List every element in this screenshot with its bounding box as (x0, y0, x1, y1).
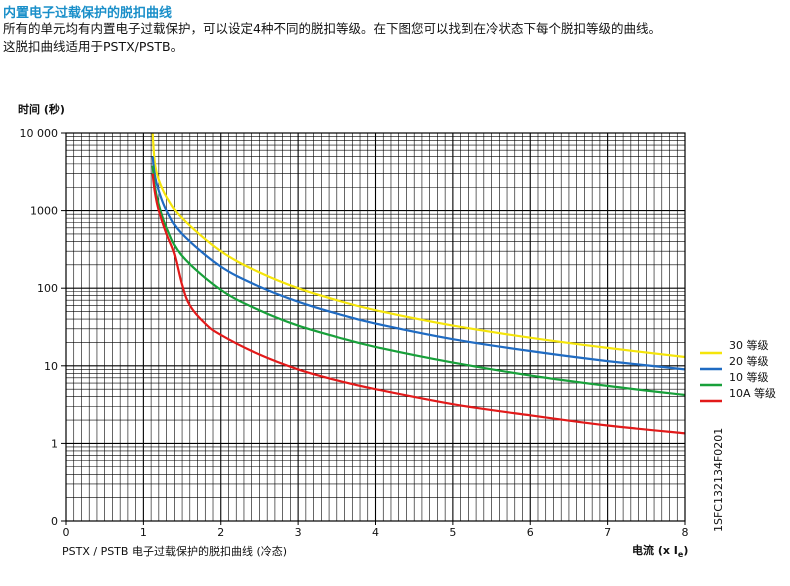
y-tick-label: 10 000 (20, 127, 59, 140)
intro-text: 所有的单元均有内置电子过载保护，可以设定4种不同的脱扣等级。在下图您可以找到在冷… (3, 20, 783, 56)
legend-label: 20 等级 (729, 354, 769, 368)
y-tick-label: 1 (51, 437, 58, 450)
intro-line-1: 所有的单元均有内置电子过载保护，可以设定4种不同的脱扣等级。在下图您可以找到在冷… (3, 21, 661, 36)
series-line-4 (151, 173, 685, 435)
x-axis-title-sub: e (678, 550, 684, 559)
x-tick-label: 7 (604, 526, 611, 539)
series-line-2 (151, 156, 685, 371)
page-title: 内置电子过载保护的脱扣曲线 (3, 6, 173, 21)
x-axis-title-main: 电流 (x I (632, 543, 678, 557)
x-tick-label: 5 (449, 526, 456, 539)
chart-grid (66, 133, 685, 521)
y-tick-label: 0 (51, 515, 58, 528)
x-tick-label: 4 (372, 526, 379, 539)
series-line-3 (151, 165, 685, 397)
x-tick-label: 3 (295, 526, 302, 539)
y-tick-label: 1000 (30, 205, 58, 218)
x-tick-label: 0 (63, 526, 70, 539)
x-axis-title-end: ) (683, 544, 688, 557)
series-line-1 (151, 133, 685, 359)
chart-caption: PSTX / PSTB 电子过载保护的脱扣曲线 (冷态) (62, 544, 287, 558)
x-tick-label: 2 (217, 526, 224, 539)
intro-line-2: 这脱扣曲线适用于PSTX/PSTB。 (3, 39, 184, 54)
chart-legend: 30 等级 20 等级 10 等级 10A 等级 (700, 338, 776, 403)
legend-label: 10 等级 (729, 370, 769, 384)
figure-code: 1SFC132134F0201 (712, 428, 725, 532)
x-tick-label: 1 (140, 526, 147, 539)
legend-label: 10A 等级 (729, 386, 776, 400)
legend-label: 30 等级 (729, 338, 769, 352)
y-tick-label: 10 (44, 360, 58, 373)
y-axis-title: 时间 (秒) (18, 102, 65, 116)
x-tick-label: 8 (682, 526, 689, 539)
x-tick-label: 6 (527, 526, 534, 539)
y-tick-label: 100 (37, 282, 58, 295)
chart-curves (151, 133, 685, 435)
x-axis-title: 电流 (x Ie) (632, 543, 688, 559)
